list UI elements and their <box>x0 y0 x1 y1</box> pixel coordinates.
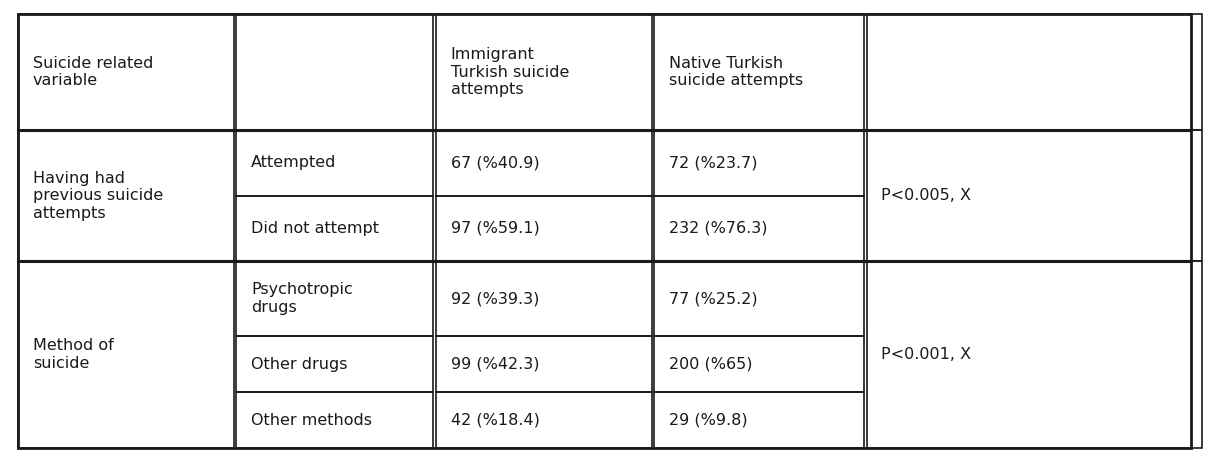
Text: P<0.001, X: P<0.001, X <box>881 347 971 362</box>
Bar <box>18 14 234 130</box>
Bar <box>436 14 652 130</box>
Bar <box>654 14 864 130</box>
Text: Immigrant
Turkish suicide
attempts: Immigrant Turkish suicide attempts <box>451 47 570 97</box>
Text: 29 (%9.8): 29 (%9.8) <box>669 413 748 428</box>
Bar <box>18 261 234 448</box>
Text: Other drugs: Other drugs <box>251 357 348 371</box>
Bar <box>236 336 433 392</box>
Text: Native Turkish
suicide attempts: Native Turkish suicide attempts <box>669 56 804 88</box>
Text: Did not attempt: Did not attempt <box>251 221 379 236</box>
Bar <box>436 392 652 448</box>
Text: 67 (%40.9): 67 (%40.9) <box>451 155 539 170</box>
Text: Method of
suicide: Method of suicide <box>33 339 114 371</box>
Text: 97 (%59.1): 97 (%59.1) <box>451 221 539 236</box>
Bar <box>436 130 652 195</box>
Bar <box>436 195 652 261</box>
Bar <box>236 14 433 130</box>
Bar <box>236 130 433 195</box>
Bar <box>436 261 652 336</box>
Text: Having had
previous suicide
attempts: Having had previous suicide attempts <box>33 171 162 220</box>
Bar <box>436 336 652 392</box>
Bar <box>236 392 433 448</box>
Bar <box>654 336 864 392</box>
Text: Other methods: Other methods <box>251 413 372 428</box>
Bar <box>867 130 1202 261</box>
Text: 99 (%42.3): 99 (%42.3) <box>451 357 539 371</box>
Bar <box>654 130 864 195</box>
Text: 77 (%25.2): 77 (%25.2) <box>669 291 758 306</box>
Text: Suicide related
variable: Suicide related variable <box>33 56 153 88</box>
Text: 200 (%65): 200 (%65) <box>669 357 753 371</box>
Text: 72 (%23.7): 72 (%23.7) <box>669 155 758 170</box>
Text: Psychotropic
drugs: Psychotropic drugs <box>251 282 353 315</box>
Text: Attempted: Attempted <box>251 155 336 170</box>
Bar <box>654 392 864 448</box>
Bar <box>236 261 433 336</box>
Bar <box>654 195 864 261</box>
Bar <box>18 130 234 261</box>
Text: 42 (%18.4): 42 (%18.4) <box>451 413 539 428</box>
Bar <box>236 195 433 261</box>
Text: P<0.005, X: P<0.005, X <box>881 188 971 203</box>
Text: 232 (%76.3): 232 (%76.3) <box>669 221 767 236</box>
Bar <box>867 14 1202 130</box>
Bar <box>654 261 864 336</box>
Bar <box>867 261 1202 448</box>
Text: 92 (%39.3): 92 (%39.3) <box>451 291 539 306</box>
